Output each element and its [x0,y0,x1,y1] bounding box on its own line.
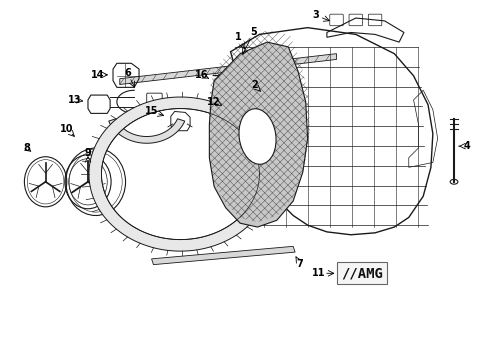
Text: 11: 11 [313,268,326,278]
Text: 5: 5 [250,27,257,37]
Text: 1: 1 [235,32,242,42]
Text: 9: 9 [85,148,91,158]
Text: 3: 3 [312,10,318,20]
Text: //AMG: //AMG [342,266,383,280]
Polygon shape [151,246,295,265]
Polygon shape [209,42,308,227]
Text: 12: 12 [207,97,221,107]
Text: 13: 13 [68,95,81,105]
Text: 6: 6 [124,68,131,78]
Text: 14: 14 [91,70,104,80]
Ellipse shape [239,109,276,164]
Text: 2: 2 [251,80,258,90]
Text: 8: 8 [23,143,30,153]
Text: 15: 15 [145,107,158,117]
Polygon shape [120,54,337,85]
Text: 16: 16 [195,70,208,80]
Polygon shape [89,97,267,251]
Text: 7: 7 [296,259,303,269]
Text: 10: 10 [60,124,74,134]
Text: 4: 4 [463,141,470,151]
Polygon shape [109,119,185,143]
